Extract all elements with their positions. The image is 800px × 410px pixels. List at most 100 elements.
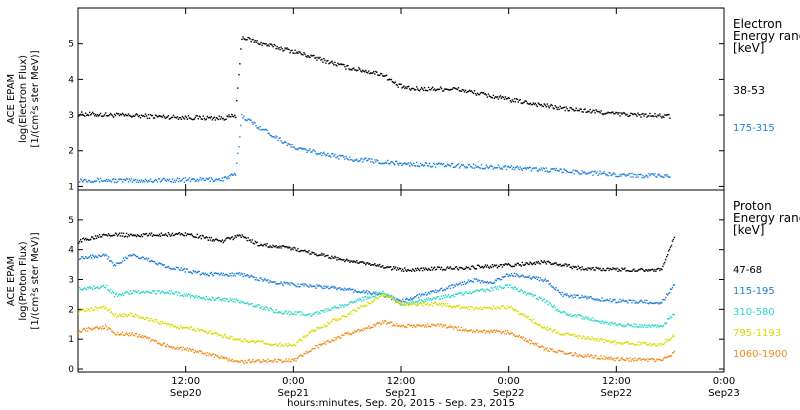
data-point (476, 280, 479, 282)
data-point (211, 178, 213, 181)
data-point (399, 303, 401, 305)
data-point (396, 300, 398, 303)
data-point (521, 261, 523, 264)
data-point (544, 261, 546, 264)
data-point (560, 168, 562, 171)
data-point (544, 170, 546, 173)
data-point (532, 276, 534, 278)
data-point (231, 272, 233, 274)
data-point (183, 293, 186, 295)
data-point (228, 336, 230, 338)
data-point (595, 355, 597, 357)
data-point (438, 266, 441, 269)
data-point (469, 279, 472, 282)
data-point (333, 318, 335, 320)
data-point (607, 299, 609, 302)
data-point (307, 55, 309, 57)
data-point (123, 236, 126, 238)
data-point (267, 246, 269, 248)
data-point (329, 62, 331, 64)
data-point (414, 325, 416, 328)
data-point (506, 166, 509, 168)
data-point (648, 268, 650, 271)
data-point (216, 178, 218, 181)
data-point (558, 291, 560, 293)
data-point (555, 167, 557, 170)
data-point (231, 298, 233, 301)
data-point (346, 288, 348, 291)
data-point (136, 114, 139, 116)
data-point (205, 177, 207, 180)
data-point (437, 290, 440, 292)
data-point (218, 274, 220, 276)
data-point (136, 316, 139, 318)
data-point (173, 347, 176, 349)
data-point (332, 307, 334, 310)
data-point (170, 290, 173, 292)
data-point (530, 103, 532, 106)
data-point (644, 270, 646, 272)
data-point (162, 177, 165, 180)
data-point (573, 294, 575, 296)
data-point (165, 234, 168, 236)
data-point (322, 326, 324, 328)
data-point (196, 115, 198, 117)
data-point (454, 326, 457, 328)
data-point (463, 165, 466, 168)
data-point (170, 346, 173, 348)
data-point (235, 339, 237, 341)
data-point (159, 115, 162, 117)
data-point (190, 178, 193, 181)
data-point (150, 115, 153, 117)
data-point (571, 267, 573, 270)
data-point (456, 329, 459, 331)
data-point (542, 105, 544, 108)
data-point (626, 113, 628, 115)
data-point (233, 116, 235, 118)
data-point (647, 344, 649, 346)
data-point (97, 328, 100, 330)
series-795-1193 (78, 293, 676, 347)
data-point (224, 273, 226, 276)
data-point (119, 178, 122, 180)
data-point (420, 293, 423, 296)
data-point (429, 269, 432, 271)
data-point (240, 48, 242, 50)
data-point (604, 358, 606, 360)
data-point (155, 319, 158, 321)
data-point (590, 318, 592, 320)
data-point (108, 308, 111, 310)
data-point (606, 174, 608, 176)
data-point (574, 313, 576, 316)
data-point (345, 332, 347, 334)
data-point (126, 236, 129, 238)
data-point (289, 344, 291, 346)
data-point (356, 260, 358, 262)
data-point (305, 283, 307, 286)
data-point (132, 115, 135, 117)
data-point (611, 358, 613, 360)
data-point (497, 306, 500, 309)
data-point (339, 287, 341, 289)
data-point (198, 350, 200, 352)
data-point (216, 117, 218, 120)
data-point (357, 160, 359, 162)
data-point (461, 306, 464, 308)
data-point (204, 331, 206, 333)
data-point (183, 348, 186, 351)
data-point (547, 329, 549, 332)
data-point (174, 268, 177, 271)
data-point (514, 263, 516, 266)
data-point (399, 162, 401, 164)
data-point (609, 267, 611, 270)
data-point (429, 89, 432, 91)
data-point (300, 314, 302, 316)
data-point (634, 326, 636, 328)
data-point (405, 86, 407, 88)
data-point (503, 166, 506, 168)
data-point (271, 308, 273, 311)
data-point (512, 265, 515, 268)
data-point (598, 268, 600, 270)
data-point (103, 234, 106, 236)
data-point (518, 168, 520, 171)
